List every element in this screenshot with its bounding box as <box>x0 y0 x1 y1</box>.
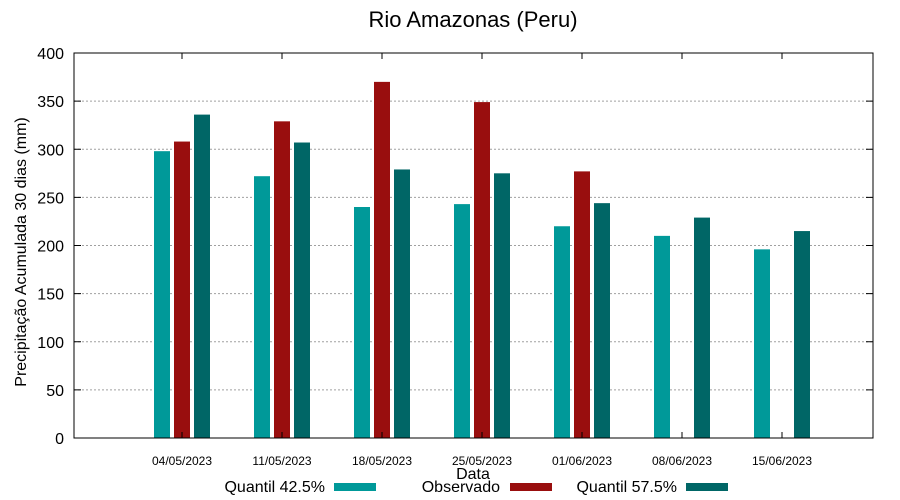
x-axis-ticks: 04/05/2023 11/05/2023 18/05/2023 25/05/2023… <box>152 53 812 468</box>
x-tick-label: 25/05/2023 <box>452 454 512 468</box>
bar <box>554 226 570 438</box>
bar <box>494 173 510 438</box>
y-tick-label: 250 <box>37 190 64 207</box>
y-tick-label: 0 <box>55 431 64 448</box>
bar <box>754 249 770 438</box>
bar <box>254 176 270 438</box>
y-axis-label: Precipitação Acumulada 30 dias (mm) <box>13 117 30 386</box>
bar <box>394 169 410 438</box>
legend-label: Observado <box>422 479 500 496</box>
bar <box>274 121 290 439</box>
x-tick-label: 15/06/2023 <box>752 454 812 468</box>
bar <box>654 235 670 438</box>
y-tick-label: 300 <box>37 142 64 159</box>
legend: Quantil 42.5% Observado Quantil 57.5% <box>224 479 728 496</box>
bar <box>294 142 310 438</box>
legend-swatch <box>334 483 376 491</box>
y-tick-label: 100 <box>37 335 64 352</box>
x-axis-label: Data <box>456 466 490 483</box>
x-tick-label: 04/05/2023 <box>152 454 212 468</box>
bar <box>574 171 590 438</box>
y-tick-label: 50 <box>46 383 64 400</box>
x-tick-label: 11/05/2023 <box>252 454 311 468</box>
bar <box>174 141 190 439</box>
y-axis-ticks: 0 50 100 150 200 250 300 350 400 <box>37 46 873 448</box>
x-tick-label: 08/06/2023 <box>652 454 712 468</box>
bar <box>354 207 370 438</box>
y-tick-label: 400 <box>37 46 64 63</box>
bar <box>794 231 810 438</box>
bar <box>594 203 610 438</box>
legend-swatch <box>510 483 552 491</box>
x-tick-label: 01/06/2023 <box>552 454 612 468</box>
bar <box>474 102 490 439</box>
gridlines <box>74 100 873 391</box>
legend-label: Quantil 42.5% <box>224 479 325 496</box>
bar <box>374 81 390 438</box>
legend-label: Quantil 57.5% <box>576 479 677 496</box>
legend-swatch <box>686 483 728 491</box>
y-tick-label: 200 <box>37 239 64 256</box>
bars <box>154 81 810 439</box>
chart-title: Rio Amazonas (Peru) <box>368 7 577 32</box>
bar <box>194 114 210 438</box>
bar <box>454 204 470 438</box>
x-tick-label: 18/05/2023 <box>352 454 412 468</box>
y-tick-label: 350 <box>37 94 64 111</box>
bar <box>154 151 170 439</box>
y-tick-label: 150 <box>37 287 64 304</box>
bar <box>694 217 710 438</box>
plot-area-border <box>73 52 874 439</box>
